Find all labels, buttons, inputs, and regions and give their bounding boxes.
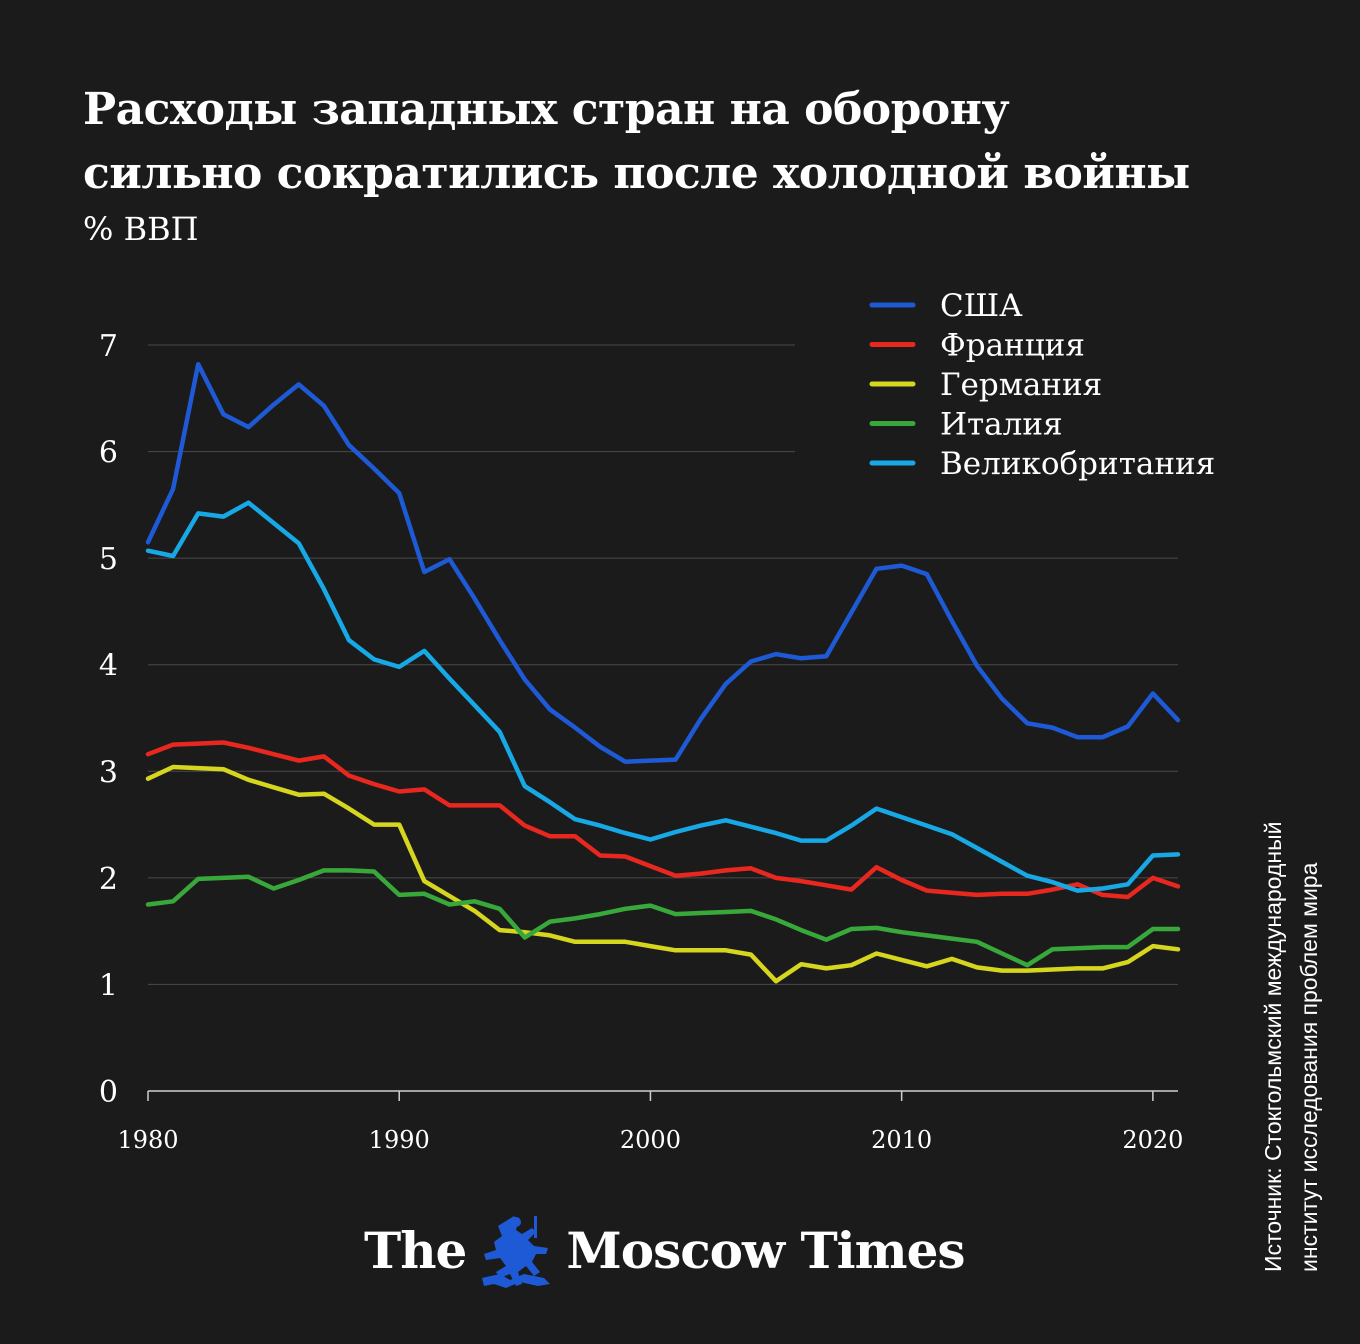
title-line-1: Расходы западных стран на оборону — [83, 84, 1010, 135]
legend-label: Великобритания — [940, 446, 1215, 482]
source-note: Источник: Стокгольмский международный ин… — [1255, 822, 1327, 1272]
y-tick-label: 4 — [99, 649, 118, 684]
legend-label: Германия — [940, 367, 1102, 403]
series-line-1 — [145, 361, 1181, 764]
x-tick-label: 1980 — [117, 1126, 178, 1154]
chart-title: Расходы западных стран на оборону сильно… — [83, 78, 1303, 206]
x-tick-label: 2010 — [871, 1126, 932, 1154]
series-line-4 — [145, 868, 1181, 968]
y-tick-label: 3 — [99, 755, 118, 790]
y-tick-label: 7 — [99, 329, 118, 364]
series-line-5 — [145, 500, 1181, 893]
y-tick-label: 2 — [99, 862, 118, 897]
y-tick-label: 0 — [99, 1075, 118, 1110]
y-tick-label: 1 — [99, 968, 118, 1003]
y-tick-label: 5 — [99, 542, 118, 577]
logo-word-moscow-times: Moscow Times — [566, 1220, 965, 1280]
y-tick-label: 6 — [99, 436, 118, 471]
title-line-2: сильно сократились после холодной войны — [83, 148, 1190, 199]
series-line-2 — [145, 740, 1181, 900]
x-tick-label: 1990 — [369, 1126, 430, 1154]
st-george-emblem-icon — [474, 1212, 558, 1288]
logo-word-the: The — [364, 1220, 467, 1280]
publisher-logo: The Moscow Times — [364, 1212, 966, 1288]
legend-label: США — [940, 288, 1023, 324]
x-tick-label: 2000 — [620, 1126, 681, 1154]
series-line-3 — [145, 764, 1181, 984]
legend-label: Италия — [940, 407, 1063, 443]
source-line-1: Источник: Стокгольмский международный — [1260, 821, 1286, 1272]
unit-label: % ВВП — [83, 210, 199, 248]
x-tick-label: 2020 — [1122, 1126, 1183, 1154]
legend-label: Франция — [940, 328, 1085, 364]
source-line-2: институт исследования проблем мира — [1296, 862, 1322, 1272]
